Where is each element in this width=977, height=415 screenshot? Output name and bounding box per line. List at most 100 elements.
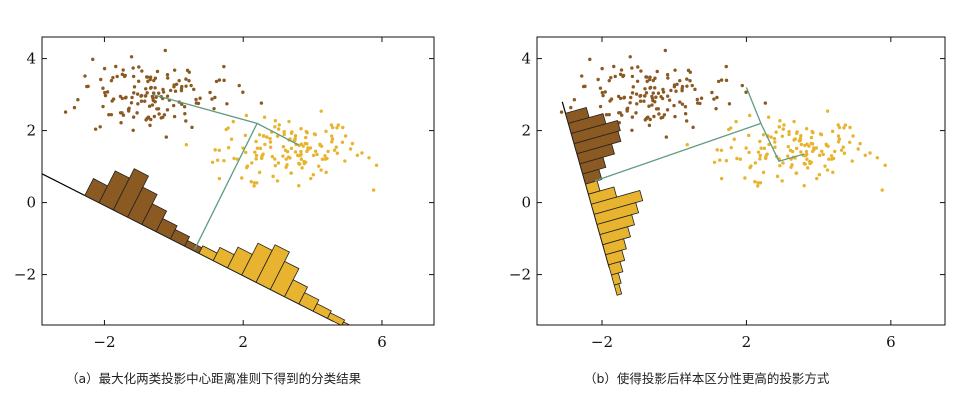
point-class1 bbox=[213, 95, 217, 100]
point-class1 bbox=[109, 78, 114, 83]
point-class1 bbox=[680, 84, 685, 89]
histogram-bar-class2 bbox=[298, 292, 320, 312]
point-class1 bbox=[129, 101, 134, 105]
point-class2 bbox=[794, 146, 799, 151]
point-class1 bbox=[187, 79, 191, 83]
point-class2 bbox=[255, 146, 260, 150]
point-class2 bbox=[297, 153, 301, 158]
point-class1 bbox=[137, 65, 141, 69]
point-class1 bbox=[182, 105, 187, 109]
point-class2 bbox=[244, 113, 249, 118]
point-class1 bbox=[612, 64, 616, 69]
point-class1 bbox=[126, 109, 131, 113]
point-class2 bbox=[775, 174, 780, 179]
point-class1 bbox=[716, 79, 721, 84]
point-class2 bbox=[804, 149, 809, 154]
point-class1 bbox=[607, 112, 611, 117]
point-class2 bbox=[744, 146, 748, 150]
point-class1 bbox=[152, 114, 157, 119]
point-class1 bbox=[208, 90, 212, 95]
point-class2 bbox=[301, 144, 305, 148]
point-class1 bbox=[635, 102, 639, 106]
point-class1 bbox=[650, 103, 654, 107]
point-class2 bbox=[317, 164, 321, 168]
point-class2 bbox=[263, 142, 267, 147]
point-class2 bbox=[825, 168, 830, 172]
point-class2 bbox=[371, 188, 376, 192]
point-class2 bbox=[311, 173, 316, 177]
point-class1 bbox=[135, 111, 139, 115]
point-class2 bbox=[244, 165, 249, 170]
point-class1 bbox=[678, 100, 682, 104]
histogram-bar-class1 bbox=[155, 217, 178, 240]
point-class1 bbox=[259, 101, 264, 105]
point-class2 bbox=[271, 174, 275, 179]
point-class2 bbox=[778, 119, 782, 123]
point-class2 bbox=[799, 150, 803, 154]
point-class2 bbox=[718, 158, 722, 162]
point-class2 bbox=[350, 141, 355, 146]
point-class1 bbox=[122, 74, 127, 79]
point-class1 bbox=[225, 102, 229, 106]
point-class1 bbox=[72, 105, 77, 110]
point-class2 bbox=[715, 148, 719, 152]
point-class2 bbox=[773, 140, 777, 144]
point-class1 bbox=[569, 105, 573, 110]
point-class2 bbox=[758, 181, 763, 185]
point-class1 bbox=[693, 87, 697, 92]
point-class2 bbox=[818, 132, 823, 136]
point-class1 bbox=[155, 69, 160, 74]
point-class1 bbox=[183, 111, 187, 116]
point-class1 bbox=[638, 99, 643, 103]
point-class2 bbox=[282, 130, 286, 134]
point-class2 bbox=[842, 126, 846, 130]
point-class1 bbox=[634, 111, 638, 115]
point-class1 bbox=[662, 113, 667, 117]
point-class2 bbox=[276, 161, 281, 165]
point-class2 bbox=[275, 134, 280, 138]
point-class1 bbox=[217, 78, 222, 82]
point-class1 bbox=[691, 125, 695, 130]
point-class2 bbox=[769, 135, 773, 139]
point-class1 bbox=[165, 72, 170, 77]
point-class2 bbox=[829, 154, 834, 158]
point-class2 bbox=[281, 154, 285, 158]
point-class2 bbox=[299, 149, 303, 154]
point-class1 bbox=[156, 107, 161, 111]
point-class1 bbox=[628, 101, 632, 105]
point-class1 bbox=[222, 64, 226, 69]
point-class1 bbox=[603, 90, 607, 94]
point-class2 bbox=[302, 161, 307, 166]
point-class2 bbox=[330, 140, 334, 144]
histogram-bar-class2 bbox=[608, 261, 624, 276]
point-class2 bbox=[303, 141, 308, 146]
point-class1 bbox=[647, 104, 651, 108]
point-class1 bbox=[132, 85, 137, 89]
point-class2 bbox=[821, 152, 825, 157]
point-class1 bbox=[98, 125, 102, 129]
point-class1 bbox=[139, 99, 144, 103]
point-class2 bbox=[827, 157, 831, 161]
point-class2 bbox=[830, 129, 835, 134]
point-class2 bbox=[334, 145, 338, 149]
point-class2 bbox=[210, 160, 215, 164]
histogram-bar-class2 bbox=[326, 312, 346, 325]
point-class1 bbox=[630, 115, 635, 119]
point-class2 bbox=[836, 140, 841, 144]
point-class2 bbox=[304, 135, 308, 140]
point-class1 bbox=[672, 103, 676, 108]
point-class2 bbox=[268, 140, 273, 144]
point-class1 bbox=[644, 91, 649, 95]
point-class2 bbox=[802, 184, 806, 188]
point-class1 bbox=[763, 101, 768, 105]
point-class1 bbox=[105, 90, 110, 94]
point-class2 bbox=[850, 159, 854, 163]
histogram-bar-class2 bbox=[599, 226, 631, 246]
point-class1 bbox=[661, 87, 665, 92]
point-class1 bbox=[622, 95, 627, 100]
point-class2 bbox=[798, 136, 803, 141]
point-class2 bbox=[273, 157, 277, 161]
point-class1 bbox=[688, 79, 692, 83]
point-class2 bbox=[790, 149, 795, 154]
point-class2 bbox=[732, 137, 736, 141]
